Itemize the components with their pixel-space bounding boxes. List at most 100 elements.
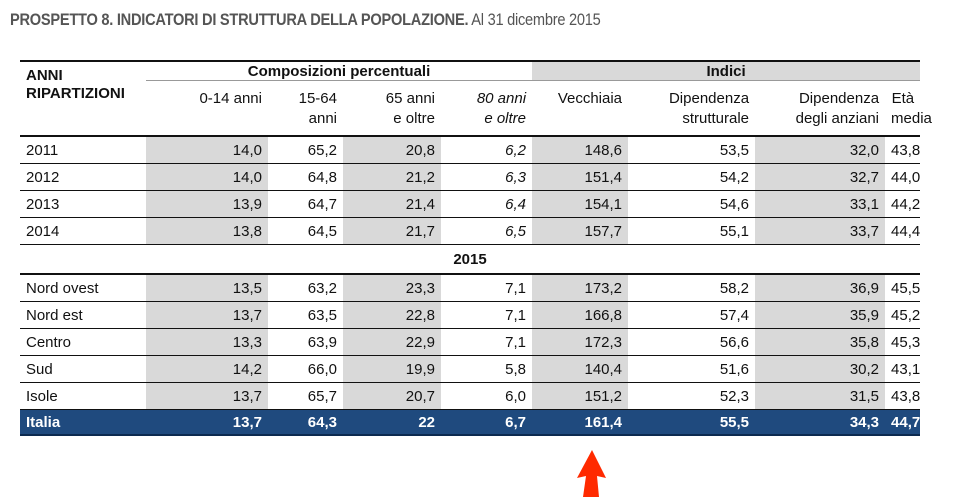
cell: 64,5 xyxy=(268,217,343,245)
cell: 54,2 xyxy=(628,163,756,191)
cell: 22,9 xyxy=(343,328,441,356)
row-label: Centro xyxy=(20,328,146,356)
cell: 53,5 xyxy=(628,136,756,164)
cell: 14,2 xyxy=(146,355,268,383)
column-header: 15-64 anni xyxy=(268,80,343,137)
column-header: 80 anni e oltre xyxy=(441,80,533,137)
cell: 43,8 xyxy=(885,382,920,410)
cell: 172,3 xyxy=(532,328,629,356)
population-structure-table: Composizioni percentuali Indici ANNI RIPA… xyxy=(20,60,932,436)
cell: 33,1 xyxy=(755,190,886,218)
cell: 52,3 xyxy=(628,382,756,410)
year-row: 2013 13,9 64,7 21,4 6,4 154,1 54,6 33,1 44,2 xyxy=(20,190,920,218)
cell: 161,4 xyxy=(532,409,629,436)
cell: 32,7 xyxy=(755,163,886,191)
cell: 64,7 xyxy=(268,190,343,218)
cell: 31,5 xyxy=(755,382,886,410)
cell: 173,2 xyxy=(532,274,629,302)
table-title: PROSPETTO 8. INDICATORI DI STRUTTURA DEL… xyxy=(10,10,601,29)
cell: 13,3 xyxy=(146,328,268,356)
column-header: Vecchiaia xyxy=(532,80,629,137)
row-label: 2014 xyxy=(20,217,146,245)
cell: 22,8 xyxy=(343,301,441,329)
cell: 64,3 xyxy=(268,409,343,436)
row-label: Italia xyxy=(20,409,146,436)
cell: 13,7 xyxy=(146,409,268,436)
cell: 21,4 xyxy=(343,190,441,218)
cell: 45,2 xyxy=(885,301,920,329)
cell: 34,3 xyxy=(755,409,886,436)
cell: 166,8 xyxy=(532,301,629,329)
cell: 58,2 xyxy=(628,274,756,302)
cell: 20,8 xyxy=(343,136,441,164)
region-row: Sud 14,2 66,0 19,9 5,8 140,4 51,6 30,2 43,1 xyxy=(20,355,920,383)
row-label: 2013 xyxy=(20,190,146,218)
cell: 13,7 xyxy=(146,301,268,329)
cell: 6,7 xyxy=(441,409,533,436)
row-label: 2011 xyxy=(20,136,146,164)
cell: 44,2 xyxy=(885,190,920,218)
cell: 57,4 xyxy=(628,301,756,329)
cell: 51,6 xyxy=(628,355,756,383)
cell: 63,9 xyxy=(268,328,343,356)
cell: 43,1 xyxy=(885,355,920,383)
cell: 45,5 xyxy=(885,274,920,302)
cell: 7,1 xyxy=(441,328,533,356)
cell: 56,6 xyxy=(628,328,756,356)
cell: 33,7 xyxy=(755,217,886,245)
cell: 21,7 xyxy=(343,217,441,245)
region-row: Nord est 13,7 63,5 22,8 7,1 166,8 57,4 35,9 45,2 xyxy=(20,301,920,329)
cell: 63,2 xyxy=(268,274,343,302)
cell: 55,5 xyxy=(628,409,756,436)
year-row: 2011 14,0 65,2 20,8 6,2 148,6 53,5 32,0 43,8 xyxy=(20,136,920,164)
region-row: Isole 13,7 65,7 20,7 6,0 151,2 52,3 31,5 43,8 xyxy=(20,382,920,410)
cell: 151,4 xyxy=(532,163,629,191)
cell: 45,3 xyxy=(885,328,920,356)
cell: 13,5 xyxy=(146,274,268,302)
cell: 7,1 xyxy=(441,274,533,302)
column-header: 0-14 anni xyxy=(146,80,268,137)
cell: 32,0 xyxy=(755,136,886,164)
row-label: Nord ovest xyxy=(20,274,146,302)
cell: 21,2 xyxy=(343,163,441,191)
group-header-indici: Indici xyxy=(532,60,921,81)
section-row: 2015 xyxy=(20,244,921,275)
cell: 64,8 xyxy=(268,163,343,191)
row-header xyxy=(20,60,146,81)
region-row: Nord ovest 13,5 63,2 23,3 7,1 173,2 58,2 36,9 45… xyxy=(20,274,920,302)
column-header: Dipendenza strutturale xyxy=(628,80,756,137)
cell: 13,8 xyxy=(146,217,268,245)
cell: 14,0 xyxy=(146,136,268,164)
total-row: Italia 13,7 64,3 22 6,7 161,4 55,5 34,3 44,7 xyxy=(20,409,920,436)
cell: 14,0 xyxy=(146,163,268,191)
cell: 22 xyxy=(343,409,441,436)
cell: 140,4 xyxy=(532,355,629,383)
section-header: 2015 xyxy=(20,244,921,275)
cell: 35,8 xyxy=(755,328,886,356)
cell: 5,8 xyxy=(441,355,533,383)
cell: 30,2 xyxy=(755,355,886,383)
cell: 44,4 xyxy=(885,217,920,245)
red-arrow-up-icon xyxy=(577,450,606,497)
cell: 6,2 xyxy=(441,136,533,164)
column-header: 65 anni e oltre xyxy=(343,80,441,137)
column-header: Dipendenza degli anziani xyxy=(755,80,886,137)
cell: 19,9 xyxy=(343,355,441,383)
row-label: 2012 xyxy=(20,163,146,191)
cell: 23,3 xyxy=(343,274,441,302)
cell: 35,9 xyxy=(755,301,886,329)
cell: 65,7 xyxy=(268,382,343,410)
cell: 63,5 xyxy=(268,301,343,329)
cell: 154,1 xyxy=(532,190,629,218)
row-label: Isole xyxy=(20,382,146,410)
cell: 157,7 xyxy=(532,217,629,245)
cell: 44,7 xyxy=(885,409,920,436)
year-row: 2012 14,0 64,8 21,2 6,3 151,4 54,2 32,7 44,0 xyxy=(20,163,920,191)
cell: 13,9 xyxy=(146,190,268,218)
group-header-composizioni: Composizioni percentuali xyxy=(146,60,533,81)
cell: 36,9 xyxy=(755,274,886,302)
row-label-header: ANNI RIPARTIZIONI xyxy=(20,67,146,137)
row-label: Nord est xyxy=(20,301,146,329)
column-header: Età media xyxy=(885,80,932,137)
region-row: Centro 13,3 63,9 22,9 7,1 172,3 56,6 35,8 45,3 xyxy=(20,328,920,356)
